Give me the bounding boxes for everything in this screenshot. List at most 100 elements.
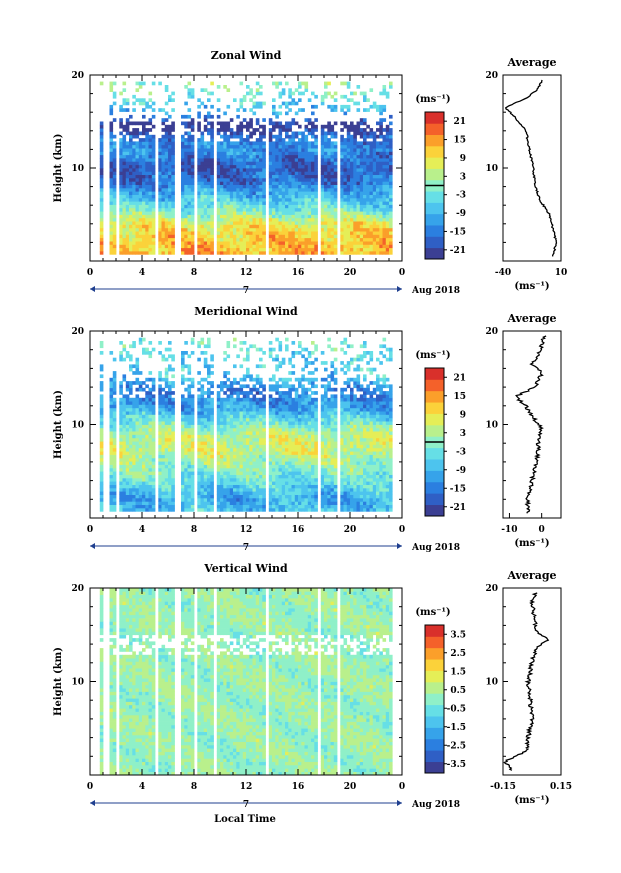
heatmap-cell <box>229 217 234 222</box>
heatmap-cell <box>203 457 208 462</box>
heatmap-cell <box>311 141 315 146</box>
heatmap-cell <box>203 168 208 172</box>
heatmap-cell <box>294 161 299 166</box>
heatmap-cell <box>210 411 214 415</box>
heatmap-cell <box>164 374 169 379</box>
heatmap-cell <box>125 508 130 512</box>
heatmap-cell <box>278 104 283 109</box>
heatmap-cell <box>99 181 104 185</box>
heatmap-cell <box>138 498 143 502</box>
heatmap-cell <box>122 217 127 222</box>
heatmap-cell <box>233 178 237 182</box>
heatmap-cell <box>376 151 380 156</box>
heatmap-cell <box>255 118 260 122</box>
heatmap-cell <box>298 98 302 102</box>
heatmap-cell <box>268 161 273 166</box>
heatmap-cell <box>294 204 299 209</box>
heatmap-cell <box>252 94 257 99</box>
heatmap-cell <box>330 164 335 169</box>
heatmap-cell <box>366 98 370 102</box>
heatmap-cell <box>366 224 370 229</box>
heatmap-cell <box>343 184 348 189</box>
heatmap-cell <box>187 367 192 372</box>
heatmap-cell <box>366 158 370 162</box>
heatmap-cell <box>369 154 374 159</box>
heatmap-cell <box>275 207 279 212</box>
heatmap-cell <box>369 187 374 192</box>
heatmap-cell <box>135 477 140 482</box>
heatmap-cell <box>366 217 370 222</box>
heatmap-cell <box>307 131 312 136</box>
heatmap-cell <box>236 241 240 245</box>
heatmap-cell <box>272 204 276 209</box>
heatmap-cell <box>226 397 231 402</box>
heatmap-cell <box>181 467 185 472</box>
heatmap-cell <box>340 201 344 205</box>
heatmap-cell <box>158 464 162 469</box>
heatmap-cell <box>272 197 276 202</box>
heatmap-cell <box>291 211 296 215</box>
heatmap-cell <box>138 161 143 166</box>
heatmap-cell <box>190 148 195 152</box>
heatmap-cell <box>187 94 192 99</box>
heatmap-cell <box>229 414 234 419</box>
heatmap-cell <box>346 214 351 219</box>
heatmap-cell <box>171 477 175 482</box>
heatmap-cell <box>255 234 260 239</box>
heatmap-cell <box>207 394 211 399</box>
heatmap-cell <box>164 474 169 479</box>
heatmap-cell <box>112 251 117 255</box>
heatmap-cell <box>363 141 367 146</box>
heatmap-cell <box>99 484 104 489</box>
heatmap-cell <box>164 131 169 136</box>
heatmap-cell <box>346 151 351 156</box>
heatmap-cell <box>142 337 146 342</box>
heatmap-cell <box>145 504 149 509</box>
heatmap-cell <box>164 85 169 89</box>
heatmap-cell <box>132 184 136 189</box>
heatmap-cell <box>197 341 201 345</box>
heatmap-cell <box>285 81 289 86</box>
heatmap-cell <box>389 221 393 225</box>
heatmap-cell <box>184 467 188 472</box>
heatmap-cell <box>158 197 162 202</box>
heatmap-cell <box>132 101 136 106</box>
heatmap-cell <box>138 461 143 465</box>
heatmap-cell <box>207 241 211 245</box>
heatmap-cell <box>220 221 224 225</box>
heatmap-cell <box>294 201 299 205</box>
heatmap-cell <box>239 178 244 182</box>
heatmap-cell <box>281 234 286 239</box>
heatmap-cell <box>145 434 149 439</box>
heatmap-cell <box>259 151 263 156</box>
heatmap-cell <box>314 151 318 156</box>
heatmap-cell <box>187 241 192 245</box>
heatmap-cell <box>236 144 240 149</box>
heatmap-cell <box>142 351 146 355</box>
heatmap-cell <box>223 174 227 179</box>
heatmap-cell <box>122 421 127 425</box>
heatmap-cell <box>275 121 279 126</box>
heatmap-cell <box>353 174 357 179</box>
heatmap-cell <box>112 168 117 172</box>
heatmap-cell <box>151 417 156 422</box>
heatmap-cell <box>359 118 364 122</box>
heatmap-cell <box>356 191 361 195</box>
heatmap-cell <box>333 247 338 252</box>
heatmap-cell <box>340 227 344 232</box>
heatmap-cell <box>158 341 162 345</box>
heatmap-cell <box>350 154 354 159</box>
heatmap-cell <box>203 234 208 239</box>
heatmap-cell <box>135 431 140 435</box>
heatmap-cell <box>298 108 302 112</box>
heatmap-cell <box>359 217 364 222</box>
heatmap-cell <box>259 161 263 166</box>
heatmap-cell <box>255 251 260 255</box>
heatmap-cell <box>125 401 130 405</box>
heatmap-cell <box>187 401 192 405</box>
heatmap-cell <box>294 187 299 192</box>
heatmap-cell <box>109 128 114 132</box>
heatmap-cell <box>112 504 117 509</box>
heatmap-cell <box>246 407 250 412</box>
heatmap-cell <box>226 417 231 422</box>
